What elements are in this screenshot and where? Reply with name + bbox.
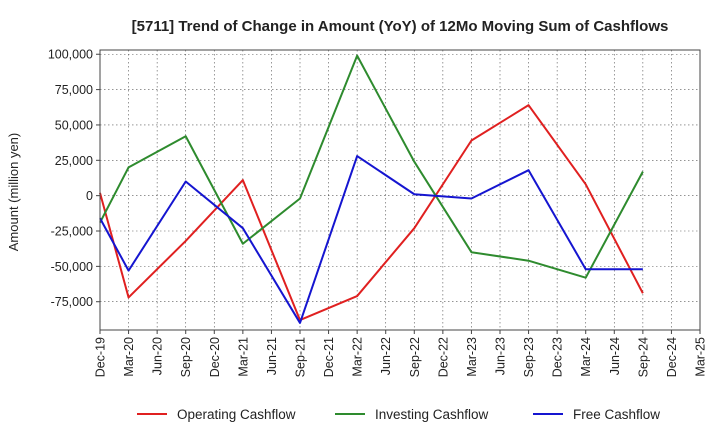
chart-title: [5711] Trend of Change in Amount (YoY) o… bbox=[132, 18, 669, 35]
x-tick-label: Jun-21 bbox=[265, 337, 279, 375]
x-tick-label: Dec-22 bbox=[436, 337, 450, 377]
x-tick-label: Dec-24 bbox=[665, 337, 679, 377]
x-tick-label: Dec-23 bbox=[551, 337, 565, 377]
y-tick-label: 25,000 bbox=[55, 154, 93, 168]
x-tick-label: Mar-24 bbox=[579, 337, 593, 377]
investing-cashflow-line bbox=[99, 54, 644, 279]
x-axis-ticks: Dec-19 Mar-20 Jun-20 Sep-20 Dec-20 Mar-21 Jun-… bbox=[94, 330, 708, 377]
operating-cashflow-legend-label: Operating Cashflow bbox=[177, 407, 296, 422]
y-axis-ticks: 100,000 75,000 50,000 25,000 0 -25,000 -50,000… bbox=[48, 48, 100, 309]
y-tick-label: 100,000 bbox=[48, 48, 93, 62]
x-tick-label: Dec-21 bbox=[322, 337, 336, 377]
x-tick-label: Jun-22 bbox=[379, 337, 393, 375]
investing-cashflow-legend-label: Investing Cashflow bbox=[375, 407, 489, 422]
y-tick-label: -50,000 bbox=[51, 260, 93, 274]
x-tick-label: Mar-20 bbox=[122, 337, 136, 377]
x-tick-label: Sep-21 bbox=[294, 337, 308, 377]
y-tick-label: 75,000 bbox=[55, 83, 93, 97]
x-tick-label: Jun-20 bbox=[151, 337, 165, 375]
y-tick-label: -25,000 bbox=[51, 225, 93, 239]
x-tick-label: Sep-24 bbox=[636, 337, 650, 377]
x-tick-label: Jun-23 bbox=[494, 337, 508, 375]
x-tick-label: Mar-25 bbox=[694, 337, 708, 377]
y-axis-label: Amount (million yen) bbox=[6, 133, 21, 252]
y-tick-label: 0 bbox=[86, 189, 93, 203]
x-tick-label: Sep-20 bbox=[179, 337, 193, 377]
y-tick-label: -75,000 bbox=[51, 295, 93, 309]
x-tick-label: Mar-23 bbox=[465, 337, 479, 377]
y-tick-label: 50,000 bbox=[55, 118, 93, 132]
plot-frame bbox=[99, 49, 701, 331]
series-layer bbox=[99, 54, 644, 324]
grid-layer bbox=[99, 50, 701, 330]
free-cashflow-legend-label: Free Cashflow bbox=[573, 407, 660, 422]
x-tick-label: Dec-20 bbox=[208, 337, 222, 377]
legend: Operating Cashflow Investing Cashflow Free… bbox=[137, 407, 660, 422]
operating-cashflow-line bbox=[99, 104, 644, 322]
x-tick-label: Sep-23 bbox=[522, 337, 536, 377]
free-cashflow-line bbox=[99, 155, 643, 324]
x-tick-label: Mar-22 bbox=[351, 337, 365, 377]
x-tick-label: Mar-21 bbox=[236, 337, 250, 377]
x-tick-label: Sep-22 bbox=[408, 337, 422, 377]
x-tick-label: Jun-24 bbox=[608, 337, 622, 375]
x-tick-label: Dec-19 bbox=[94, 337, 108, 377]
